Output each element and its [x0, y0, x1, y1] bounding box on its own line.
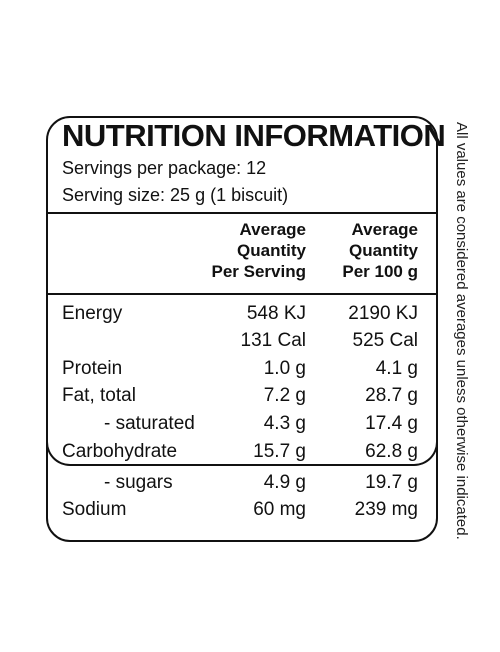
row-label: Carbohydrate	[62, 441, 178, 462]
row-label: - saturated	[104, 413, 195, 434]
column-header-line: Average	[239, 220, 306, 239]
nutrition-panel	[46, 116, 438, 542]
servings-per-package: Servings per package: 12	[62, 158, 267, 178]
column-header-per-100g: Average Quantity Per 100 g	[342, 219, 418, 282]
row-label: Fat, total	[62, 385, 136, 406]
column-header-line: Per Serving	[211, 262, 307, 281]
per-100g-value: 4.1 g	[375, 358, 418, 379]
per-serving-value: 60 mg	[253, 499, 306, 520]
column-header-line: Average	[351, 220, 418, 239]
row-label: - sugars	[104, 472, 173, 493]
per-serving-value: 15.7 g	[253, 441, 306, 462]
per-serving-value: 7.2 g	[263, 385, 306, 406]
per-serving-value: 4.9 g	[263, 472, 306, 493]
per-100g-value: 17.4 g	[365, 413, 418, 434]
header-divider	[46, 212, 438, 214]
column-header-line: Per 100 g	[342, 262, 418, 281]
per-100g-value: 19.7 g	[365, 472, 418, 493]
per-100g-value: 2190 KJ	[348, 303, 418, 324]
serving-size: Serving size: 25 g (1 biscuit)	[62, 185, 289, 205]
panel-title: NUTRITION INFORMATION	[62, 118, 446, 153]
carbohydrate-bracket	[46, 402, 438, 466]
averages-footnote: All values are considered averages unles…	[453, 122, 470, 540]
table-divider	[46, 293, 438, 295]
per-serving-value: 131 Cal	[240, 330, 307, 351]
column-header-line: Quantity	[237, 241, 306, 260]
column-header-line: Quantity	[349, 241, 418, 260]
per-100g-value: 239 mg	[354, 499, 418, 520]
per-100g-value: 525 Cal	[352, 330, 419, 351]
per-100g-value: 28.7 g	[365, 385, 418, 406]
per-100g-value: 62.8 g	[365, 441, 418, 462]
per-serving-value: 548 KJ	[246, 303, 306, 324]
per-serving-value: 4.3 g	[263, 413, 306, 434]
per-serving-value: 1.0 g	[263, 358, 306, 379]
row-label: Energy	[62, 303, 123, 324]
row-label: Sodium	[62, 499, 127, 520]
column-header-per-serving: Average Quantity Per Serving	[212, 219, 307, 282]
row-label: Protein	[62, 358, 123, 379]
